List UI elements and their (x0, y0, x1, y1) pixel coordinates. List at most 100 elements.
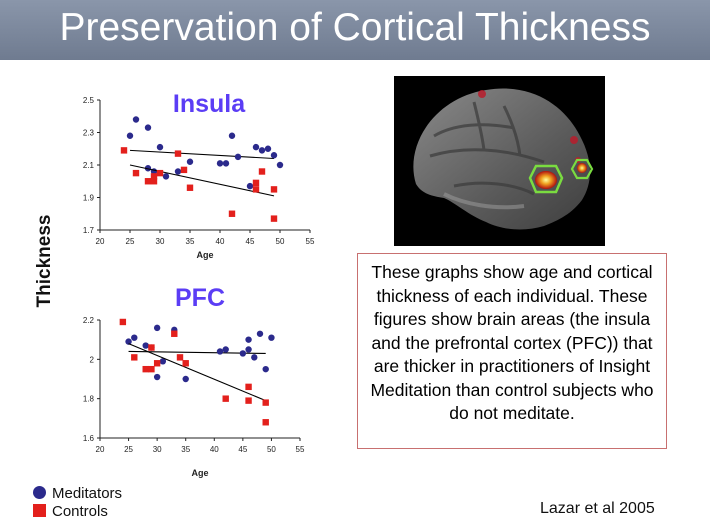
control-point (153, 360, 161, 367)
control-point (132, 169, 140, 177)
meditator-point (222, 346, 229, 353)
y-tick-label: 2.2 (83, 316, 95, 325)
meditator-point (276, 161, 284, 169)
meditator-point (270, 152, 278, 159)
slide-title: Preservation of Cortical Thickness (59, 6, 651, 49)
meditator-point (262, 365, 269, 373)
control-point (156, 169, 164, 177)
meditator-point (132, 116, 140, 123)
meditator-point (182, 375, 189, 383)
control-point (144, 178, 152, 185)
x-tick-label: 50 (276, 237, 285, 246)
x-tick-label: 25 (124, 445, 133, 454)
control-point (150, 178, 158, 185)
meditator-point (125, 338, 132, 345)
control-point (186, 184, 194, 191)
x-axis-label: Age (196, 250, 213, 260)
meditators-trend-line (129, 149, 275, 160)
meditator-point (245, 346, 252, 353)
x-tick-label: 30 (153, 445, 162, 454)
meditator-point (222, 160, 230, 167)
control-point (228, 210, 236, 217)
insula-marker (528, 164, 564, 194)
control-point (262, 399, 269, 406)
x-tick-label: 45 (238, 445, 247, 454)
meditator-point (153, 324, 161, 332)
x-tick-label: 20 (96, 237, 105, 246)
control-point (180, 166, 188, 174)
meditator-point (268, 334, 275, 341)
x-tick-label: 45 (246, 237, 255, 246)
meditator-point (256, 330, 264, 337)
control-point (270, 215, 278, 222)
control-point (150, 173, 158, 180)
brain-image (394, 76, 605, 246)
meditator-point (252, 143, 260, 151)
control-point (222, 395, 229, 402)
control-point (176, 354, 184, 361)
control-point (245, 397, 252, 404)
controls-trend-line (129, 164, 275, 197)
x-tick-label: 55 (296, 445, 305, 454)
pfc-highlight (577, 163, 587, 173)
meditator-point (144, 165, 152, 172)
control-point (252, 186, 260, 193)
meditator-point (228, 132, 236, 139)
citation: Lazar et al 2005 (540, 500, 655, 517)
description-box: These graphs show age and cortical thick… (357, 253, 667, 449)
x-tick-label: 55 (306, 237, 315, 246)
control-point (148, 344, 155, 351)
thickness-axis-label: Thickness (34, 214, 55, 308)
control-point (119, 318, 127, 326)
y-tick-label: 1.6 (83, 434, 95, 443)
y-tick-label: 1.8 (83, 395, 95, 404)
y-tick-label: 2.1 (83, 161, 95, 170)
pfc-chart: 1.6 1.8 2 2.2 20 25 30 35 40 45 50 55 PFC Age (83, 284, 305, 478)
meditator-point (156, 143, 164, 151)
meditator-point (239, 350, 247, 357)
y-tick-label: 2 (90, 355, 95, 364)
x-tick-label: 50 (267, 445, 276, 454)
y-tick-label: 1.7 (83, 226, 95, 235)
control-point (270, 186, 278, 193)
x-axis-label: Age (191, 468, 208, 478)
control-point (174, 150, 182, 157)
x-tick-label: 35 (181, 445, 190, 454)
x-tick-label: 40 (210, 445, 219, 454)
legend-circle-icon (33, 486, 46, 499)
chart-title: Insula (173, 90, 246, 118)
meditator-point (174, 168, 182, 175)
control-point (258, 168, 266, 175)
legend-controls: Controls (33, 503, 108, 520)
x-tick-label: 40 (216, 237, 225, 246)
control-point (182, 360, 189, 367)
control-point (131, 354, 138, 361)
insula-highlight (535, 171, 557, 189)
control-point (148, 365, 155, 373)
control-point (142, 365, 149, 373)
x-tick-label: 35 (186, 237, 195, 246)
meditator-point (159, 358, 167, 365)
meditator-point (186, 158, 194, 165)
meditator-point (245, 336, 252, 343)
controls-trend-line (128, 343, 266, 402)
meditator-point (251, 354, 258, 361)
chart-title: PFC (175, 284, 225, 312)
control-point (171, 330, 178, 337)
y-tick-label: 2.5 (83, 96, 95, 105)
x-tick-label: 30 (156, 237, 165, 246)
meditator-point (234, 153, 242, 161)
pfc-marker (570, 158, 594, 180)
meditator-point (142, 342, 149, 349)
meditator-point (264, 145, 272, 152)
x-tick-label: 20 (96, 445, 105, 454)
title-bar: Preservation of Cortical Thickness (0, 0, 710, 60)
legend-meditators: Meditators (33, 485, 122, 502)
meditator-point (258, 147, 266, 154)
meditator-point (153, 373, 161, 381)
control-point (245, 383, 252, 391)
meditator-point (131, 334, 138, 341)
control-point (252, 179, 260, 187)
legend-square-icon (33, 504, 46, 517)
control-point (120, 147, 128, 154)
